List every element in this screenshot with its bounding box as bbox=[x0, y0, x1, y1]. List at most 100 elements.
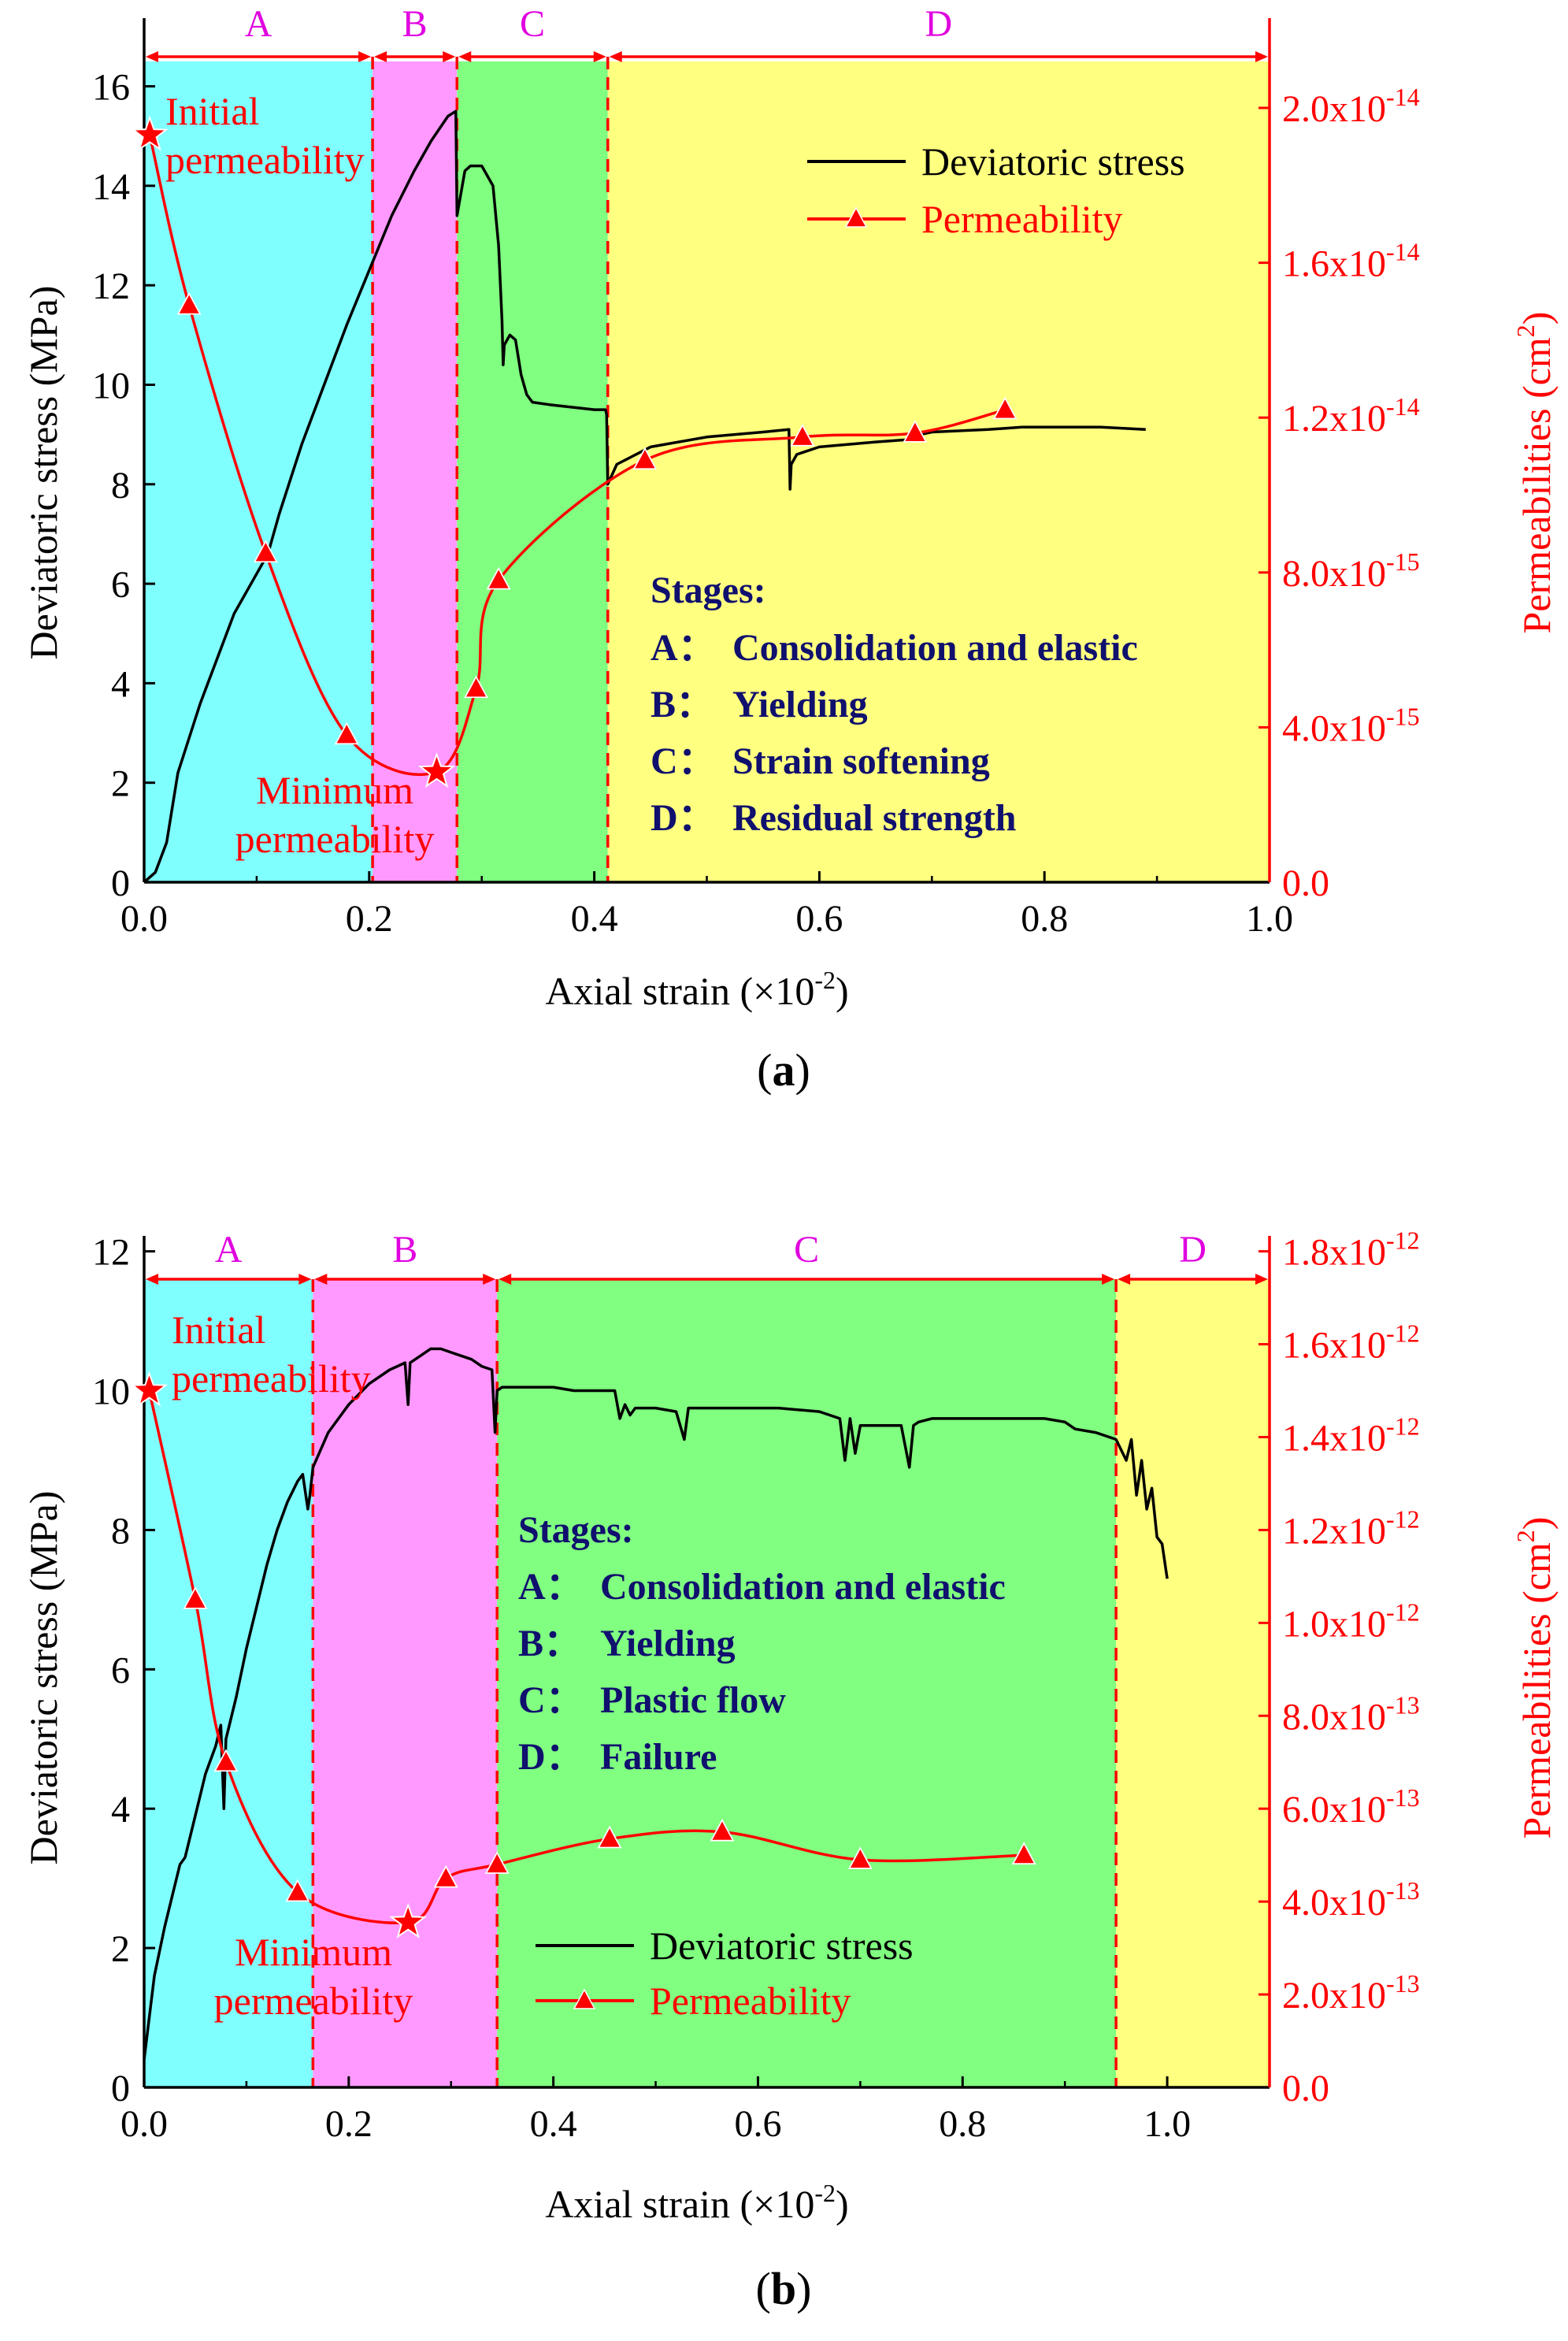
y-tick-label: 2 bbox=[111, 763, 130, 805]
x-tick-label: 0.6 bbox=[795, 898, 843, 940]
x-tick-label: 0.0 bbox=[120, 898, 168, 940]
stage-band-d bbox=[1116, 1279, 1270, 2087]
stage-label-a: A bbox=[245, 3, 272, 45]
axes-a bbox=[143, 18, 1271, 884]
stage-label-c: C bbox=[794, 1229, 819, 1271]
permeability-point-star bbox=[130, 1371, 169, 1407]
permeability-point bbox=[632, 447, 658, 470]
stage-band-d bbox=[607, 61, 1270, 882]
minimum-permeability-label-a: Minimum permeability bbox=[235, 768, 435, 861]
stage-arrowhead-right bbox=[483, 1274, 496, 1285]
panel-label-b: (b) bbox=[756, 2263, 812, 2314]
y2-tick-label: 1.0x10-12 bbox=[1282, 1597, 1420, 1645]
legend-stress-label-a: Deviatoric stress bbox=[921, 139, 1185, 184]
y-tick-label: 10 bbox=[92, 365, 130, 406]
stage-item-a-b: A： Consolidation and elastic bbox=[518, 1566, 1006, 1608]
stage-item-a-a: A： Consolidation and elastic bbox=[651, 627, 1138, 669]
y2-tick-label: 2.0x10-13 bbox=[1282, 1969, 1420, 2016]
stage-arrowhead-left bbox=[146, 1274, 158, 1285]
stage-item-d-b: D： Failure bbox=[518, 1736, 717, 1778]
y2-tick-label: 8.0x10-15 bbox=[1282, 547, 1420, 595]
y2-axis-title-b: Permeabilities (cm2) bbox=[1511, 1517, 1559, 1839]
chart-b: 0.0 0.2 0.4 0.6 0.8 1.0 0 2 4 6 8 10 12 0.0 2.0x10-13 4… bbox=[21, 1226, 1559, 2314]
legend-stress-label-b: Deviatoric stress bbox=[650, 1924, 914, 1968]
y-tick-label: 14 bbox=[92, 166, 130, 208]
x-tick-label: 0.2 bbox=[325, 2103, 373, 2145]
stage-labels-a: A B C D bbox=[146, 3, 1268, 62]
y-tick-label: 4 bbox=[111, 1789, 130, 1831]
stress-series-a bbox=[143, 109, 1146, 884]
permeability-point-star bbox=[417, 751, 456, 788]
stage-arrowhead-left bbox=[609, 51, 622, 62]
initial-permeability-label-b: Initial permeability bbox=[172, 1308, 371, 1401]
permeability-point bbox=[790, 423, 815, 447]
stage-band-a bbox=[144, 61, 373, 882]
stage-band-b bbox=[373, 61, 458, 882]
x-tick-label: 0.6 bbox=[734, 2103, 781, 2145]
permeability-point bbox=[213, 1749, 239, 1772]
permeability-point bbox=[253, 540, 278, 563]
y-tick-label: 6 bbox=[111, 564, 130, 606]
y2-tick-label: 4.0x10-13 bbox=[1282, 1876, 1420, 1924]
stage-band-a bbox=[144, 1279, 313, 2087]
permeability-point bbox=[334, 722, 359, 745]
stress-line bbox=[143, 1347, 1169, 2060]
stage-label-d: D bbox=[1179, 1229, 1207, 1271]
permeability-point bbox=[992, 396, 1018, 420]
y2-tick-label: 4.0x10-15 bbox=[1282, 702, 1420, 749]
stage-band-c bbox=[497, 1279, 1117, 2087]
stage-item-c-a: C： Strain softening bbox=[651, 740, 990, 782]
y-tick-label: 0 bbox=[111, 2068, 130, 2109]
permeability-point bbox=[710, 1818, 735, 1842]
stage-arrowhead-left bbox=[458, 51, 472, 62]
y-tick-label: 12 bbox=[92, 1232, 130, 1274]
permeability-point bbox=[183, 1586, 208, 1609]
y2-tick-label: 2.0x10-14 bbox=[1282, 83, 1420, 130]
y-tick-label: 8 bbox=[111, 465, 130, 506]
permeability-point bbox=[597, 1825, 622, 1849]
stage-item-b-a: B： Yielding bbox=[651, 684, 868, 725]
y-tick-label: 10 bbox=[92, 1371, 130, 1413]
stages-title-b: Stages: bbox=[518, 1509, 634, 1551]
x-tick-label: 0.0 bbox=[120, 2103, 168, 2145]
legend-a: Deviatoric stress Permeability bbox=[807, 139, 1185, 241]
stage-labels-b: A B C D bbox=[146, 1229, 1268, 1285]
permeability-point-star bbox=[131, 115, 169, 151]
y-tick-label: 8 bbox=[111, 1510, 130, 1552]
stage-arrowhead-left bbox=[374, 51, 387, 62]
axes-b bbox=[143, 1236, 1271, 2089]
x-axis-title-b: Axial strain (×10-2) bbox=[545, 2179, 848, 2226]
stage-item-c-b: C： Plastic flow bbox=[518, 1679, 786, 1721]
y2-tick-label: 1.8x10-12 bbox=[1282, 1226, 1420, 1274]
stage-arrowhead-right bbox=[1255, 1274, 1268, 1285]
stage-arrowhead-left bbox=[314, 1274, 328, 1285]
stage-label-d: D bbox=[925, 3, 953, 45]
y2-tick-label: 0.0 bbox=[1282, 2068, 1329, 2109]
stages-box-a: Stages: A： Consolidation and elastic B： Yi… bbox=[651, 569, 1138, 839]
x-tick-label: 0.4 bbox=[571, 898, 618, 940]
permeability-series-a bbox=[131, 115, 1018, 788]
stage-arrowhead-right bbox=[1102, 1274, 1115, 1285]
permeability-point bbox=[464, 675, 489, 699]
y-axis-title-b: Deviatoric stress (MPa) bbox=[21, 1491, 65, 1865]
stage-arrowhead-right bbox=[443, 51, 456, 62]
legend-perm-label-b: Permeability bbox=[650, 1979, 851, 2023]
permeability-point bbox=[433, 1864, 458, 1888]
stress-line bbox=[143, 109, 1146, 884]
stage-arrowhead-left bbox=[1118, 1274, 1131, 1285]
x-tick-label: 1.0 bbox=[1144, 2103, 1191, 2145]
stage-arrowhead-right bbox=[358, 51, 372, 62]
stage-label-b: B bbox=[402, 3, 428, 45]
y2-tick-label: 1.4x10-12 bbox=[1282, 1412, 1420, 1459]
y2-tick-label: 1.2x10-12 bbox=[1282, 1504, 1420, 1552]
y-tick-label: 16 bbox=[92, 67, 130, 109]
y-tick-label: 12 bbox=[92, 265, 130, 307]
permeability-series-b bbox=[130, 1371, 1036, 1938]
stage-band-b bbox=[313, 1279, 498, 2087]
x-tick-label: 0.8 bbox=[1021, 898, 1068, 940]
stage-item-d-a: D： Residual strength bbox=[651, 797, 1017, 839]
y-tick-label: 0 bbox=[111, 863, 130, 904]
permeability-point bbox=[285, 1879, 310, 1902]
stages-box-b: Stages: A： Consolidation and elastic B： Yi… bbox=[518, 1509, 1006, 1778]
stage-label-b: B bbox=[392, 1229, 417, 1271]
